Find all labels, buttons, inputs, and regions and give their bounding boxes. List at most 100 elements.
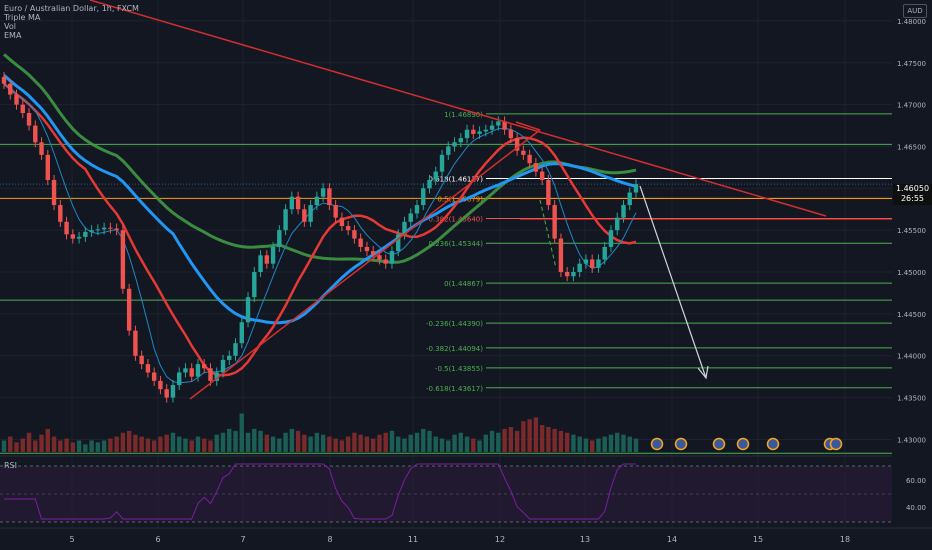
volume-bar — [345, 436, 351, 452]
volume-bar — [1, 440, 7, 452]
price-axis-tick: 1.44000 — [897, 353, 926, 361]
candle-body — [26, 113, 32, 126]
candle-body — [571, 272, 576, 277]
volume-bar — [133, 434, 138, 452]
volume-bar — [195, 436, 201, 452]
drawings[interactable] — [89, 0, 827, 400]
candles[interactable] — [1, 71, 639, 403]
price-axis[interactable]: 1.480001.475001.470001.465001.460001.455… — [892, 0, 932, 550]
symbol-title[interactable]: Euro / Australian Dollar, 1h, FXCM — [4, 4, 139, 13]
volume-bar — [295, 430, 301, 452]
descending-trendline — [89, 0, 827, 217]
event-markers[interactable] — [650, 437, 843, 451]
volume-bar — [151, 440, 157, 452]
economic-event-marker — [736, 437, 750, 451]
volume-bar — [539, 425, 545, 452]
time-axis-tick: 15 — [753, 535, 763, 544]
candle-body — [133, 330, 138, 356]
indicator-triple-ma[interactable]: Triple MA — [4, 13, 41, 22]
economic-event-marker — [829, 437, 843, 451]
volume-bar — [589, 440, 595, 452]
candle-body — [14, 94, 19, 105]
candle-body — [621, 205, 626, 218]
candle-body — [289, 196, 295, 210]
candle-body — [158, 380, 163, 390]
candle-body — [8, 83, 13, 95]
volume-bar — [389, 430, 395, 452]
grid — [0, 0, 892, 528]
volume-bar — [83, 444, 88, 452]
economic-event-marker — [650, 437, 664, 451]
volume-bar — [189, 440, 194, 452]
candle-body — [39, 142, 44, 155]
candle-body — [95, 229, 101, 231]
rsi-label[interactable]: RSI — [4, 461, 17, 470]
horizontal-levels[interactable] — [0, 143, 892, 454]
candle-body — [189, 368, 194, 377]
volume-bar — [552, 428, 557, 452]
candle-body — [183, 368, 188, 373]
candle-body — [539, 171, 545, 180]
volume-bar — [239, 413, 244, 452]
candle-body — [627, 192, 632, 206]
candle-body — [358, 238, 363, 247]
volume-bar — [33, 440, 38, 452]
projection-arrow — [639, 185, 707, 379]
candle-body — [283, 209, 288, 231]
volume-bar — [320, 434, 326, 452]
candle-body — [320, 188, 326, 197]
volume-bar — [533, 417, 539, 452]
volume-bar — [596, 438, 601, 452]
volume-bar — [208, 440, 213, 452]
volume-bar — [8, 436, 13, 452]
rsi-pane[interactable] — [0, 455, 932, 523]
volume-bar — [114, 436, 119, 452]
ascending-trendline — [189, 129, 541, 400]
indicator-vol[interactable]: Vol — [4, 22, 16, 31]
volume-bar — [496, 432, 501, 452]
volume-bar — [45, 428, 51, 452]
volume-bar — [145, 438, 151, 452]
fib-level-label: -0.5(1.43855) — [435, 365, 483, 373]
volume-bar — [264, 434, 270, 452]
volume-bar — [471, 438, 476, 452]
indicator-ema[interactable]: EMA — [4, 31, 22, 40]
volume-bar — [546, 426, 551, 452]
current-price-value: 1.46050 — [895, 184, 930, 193]
price-axis-tick: 1.46500 — [897, 143, 926, 151]
candle-body — [76, 236, 82, 239]
candle-body — [496, 121, 501, 126]
time-axis-tick: 7 — [240, 535, 245, 544]
volume-bar — [277, 438, 282, 452]
candle-body — [277, 230, 282, 247]
candle-body — [89, 230, 94, 232]
ma-green-line — [3, 53, 637, 264]
volume-bar — [383, 432, 388, 452]
volume-bar — [458, 432, 463, 452]
volume-bar — [508, 426, 514, 452]
economic-event-marker — [712, 437, 726, 451]
fib-level-label: 0.236(1.45344) — [429, 240, 484, 248]
candle-body — [108, 227, 113, 229]
volume-bar — [433, 436, 438, 452]
candle-body — [239, 322, 244, 344]
candle-body — [164, 389, 169, 398]
candle-body — [596, 259, 601, 268]
candle-body — [139, 355, 144, 365]
candle-body — [64, 221, 69, 235]
ma-red-line — [3, 82, 637, 377]
candle-body — [83, 231, 88, 237]
candle-body — [583, 259, 589, 264]
economic-event-marker — [766, 437, 780, 451]
volume-bar — [164, 434, 169, 452]
volume-bar — [352, 432, 357, 452]
fibonacci-retracement[interactable]: 1(1.46890)0.618(1.46117)0.5(1.45879)0.38… — [426, 111, 892, 393]
volume-bar — [427, 430, 432, 452]
time-axis[interactable]: 5 6 7 8 11 12 13 14 15 18 — [0, 527, 932, 544]
currency-badge[interactable]: AUD — [903, 4, 927, 18]
candle-body — [258, 255, 263, 273]
candle-body — [483, 129, 489, 132]
candle-body — [377, 255, 382, 260]
candle-body — [70, 234, 76, 239]
